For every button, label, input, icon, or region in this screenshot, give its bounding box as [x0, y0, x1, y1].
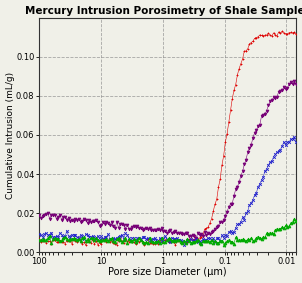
X-axis label: Pore size Diameter (μm): Pore size Diameter (μm)	[108, 267, 227, 277]
Y-axis label: Cumulative Intrusion (mL/g): Cumulative Intrusion (mL/g)	[5, 71, 14, 198]
Title: Mercury Intrusion Porosimetry of Shale Samples: Mercury Intrusion Porosimetry of Shale S…	[25, 6, 302, 16]
